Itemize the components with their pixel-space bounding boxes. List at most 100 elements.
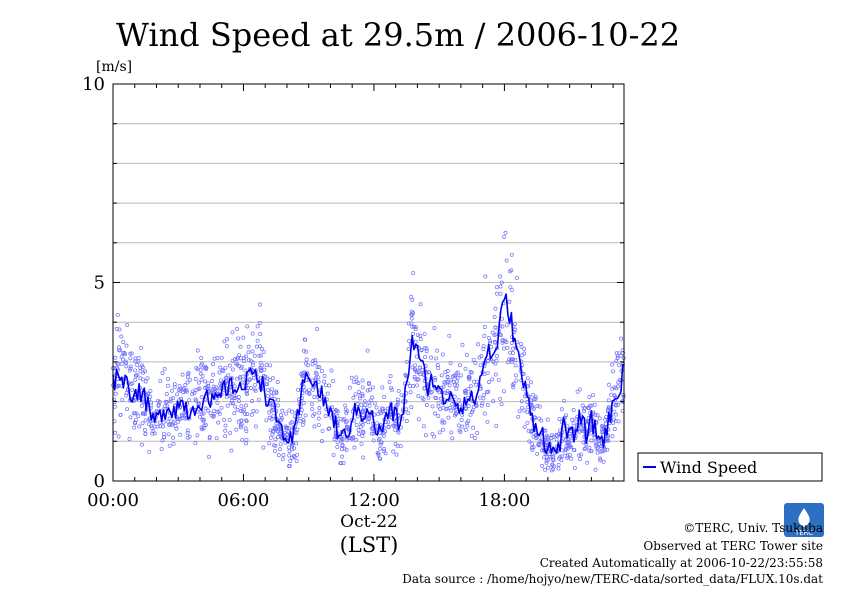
data-point xyxy=(558,454,563,459)
data-point xyxy=(113,355,118,360)
data-point xyxy=(511,346,516,351)
data-point xyxy=(503,230,508,235)
data-point xyxy=(478,395,483,400)
data-point xyxy=(354,423,359,427)
data-point xyxy=(113,430,118,435)
data-point xyxy=(603,447,607,452)
data-point xyxy=(442,380,447,385)
data-point xyxy=(224,344,229,349)
data-point xyxy=(565,424,570,429)
data-point xyxy=(203,379,207,384)
data-point xyxy=(235,327,239,331)
data-point xyxy=(317,365,322,370)
terc-logo-text: TERC xyxy=(794,529,813,537)
data-point xyxy=(511,357,516,362)
data-point xyxy=(360,394,365,398)
data-point xyxy=(467,375,472,380)
data-point xyxy=(543,467,548,472)
data-point xyxy=(258,302,263,307)
data-point xyxy=(572,466,577,471)
data-point xyxy=(360,422,365,427)
data-point xyxy=(469,433,474,438)
data-point xyxy=(158,378,163,383)
data-point xyxy=(284,411,288,416)
data-point xyxy=(343,403,348,408)
data-point xyxy=(339,436,344,441)
data-point xyxy=(395,397,400,402)
x-tick-label: 12:00 xyxy=(348,490,400,511)
data-point xyxy=(454,386,459,391)
data-point xyxy=(482,392,487,397)
data-point xyxy=(496,377,501,382)
data-point xyxy=(597,442,602,446)
data-point xyxy=(516,414,521,419)
data-point xyxy=(536,443,541,447)
data-point xyxy=(174,426,179,431)
data-point xyxy=(434,396,439,401)
data-point xyxy=(135,362,139,367)
data-point xyxy=(253,424,258,429)
data-point xyxy=(571,421,576,426)
data-point xyxy=(119,362,124,366)
data-point xyxy=(609,392,614,397)
data-point xyxy=(216,409,221,414)
data-point xyxy=(546,465,551,470)
data-point xyxy=(162,366,167,371)
data-point xyxy=(171,435,176,440)
data-point xyxy=(485,403,490,408)
data-point xyxy=(133,368,138,373)
data-point xyxy=(550,457,555,462)
data-point xyxy=(489,344,494,349)
data-point xyxy=(258,332,263,337)
data-point xyxy=(495,354,500,359)
data-point xyxy=(605,438,609,443)
chart-title: Wind Speed at 29.5m / 2006-10-22 xyxy=(116,16,680,54)
data-point xyxy=(185,380,190,385)
data-point xyxy=(343,420,348,425)
data-point xyxy=(389,385,394,390)
data-point xyxy=(399,392,404,397)
data-point xyxy=(585,460,590,465)
data-point xyxy=(447,333,452,338)
data-point xyxy=(543,428,548,433)
data-point xyxy=(244,437,249,442)
data-point xyxy=(508,350,513,355)
data-point xyxy=(272,443,277,448)
data-point xyxy=(253,388,258,393)
data-point xyxy=(614,402,619,407)
data-point xyxy=(432,376,437,381)
data-point xyxy=(612,417,616,422)
data-point xyxy=(129,351,134,356)
data-point xyxy=(552,464,557,469)
data-point xyxy=(513,363,518,368)
data-point xyxy=(322,379,326,384)
data-point xyxy=(593,467,598,472)
data-point xyxy=(374,421,379,426)
data-point xyxy=(594,442,599,447)
data-point xyxy=(234,376,239,381)
data-point xyxy=(295,427,300,432)
data-point xyxy=(589,449,594,454)
data-point xyxy=(352,445,357,450)
data-point xyxy=(168,421,172,426)
data-point xyxy=(483,274,488,279)
data-point xyxy=(471,357,476,362)
data-point xyxy=(458,402,462,407)
data-point xyxy=(347,385,352,390)
data-point xyxy=(597,416,602,421)
data-point xyxy=(580,403,585,408)
data-point xyxy=(280,408,285,413)
data-point xyxy=(234,427,239,432)
y-tick-label: 0 xyxy=(94,471,105,492)
data-point xyxy=(163,404,168,409)
data-point xyxy=(317,406,322,410)
data-point xyxy=(410,297,415,302)
data-point xyxy=(216,420,221,425)
data-point xyxy=(535,403,540,408)
data-point xyxy=(413,325,418,329)
data-point xyxy=(284,426,289,431)
data-point xyxy=(225,403,230,408)
data-point xyxy=(493,372,498,377)
x-axis-ticks: 00:00 06:00 12:00 18:00 xyxy=(87,84,614,511)
